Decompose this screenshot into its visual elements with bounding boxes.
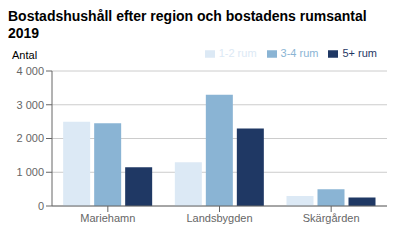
svg-text:3 000: 3 000 [16,99,44,111]
html-text:5+ rum: 5+ rum [342,47,377,59]
svg-text:Landsbygden: Landsbygden [186,212,252,224]
svg-text:2 000: 2 000 [16,132,44,144]
svg-text:4 000: 4 000 [16,65,44,77]
html-text:Antal: Antal [12,49,38,61]
svg-text:0: 0 [38,200,44,212]
html-text:Bostadshushåll efter region oc: Bostadshushåll efter region och bostaden… [8,8,367,41]
html-text:1-2 rum: 1-2 rum [218,47,257,59]
html-text:3-4 rum: 3-4 rum [280,47,319,59]
svg-text:Mariehamn: Mariehamn [80,212,135,224]
svg-text:1 000: 1 000 [16,166,44,178]
svg-text:Skärgården: Skärgården [303,212,360,224]
